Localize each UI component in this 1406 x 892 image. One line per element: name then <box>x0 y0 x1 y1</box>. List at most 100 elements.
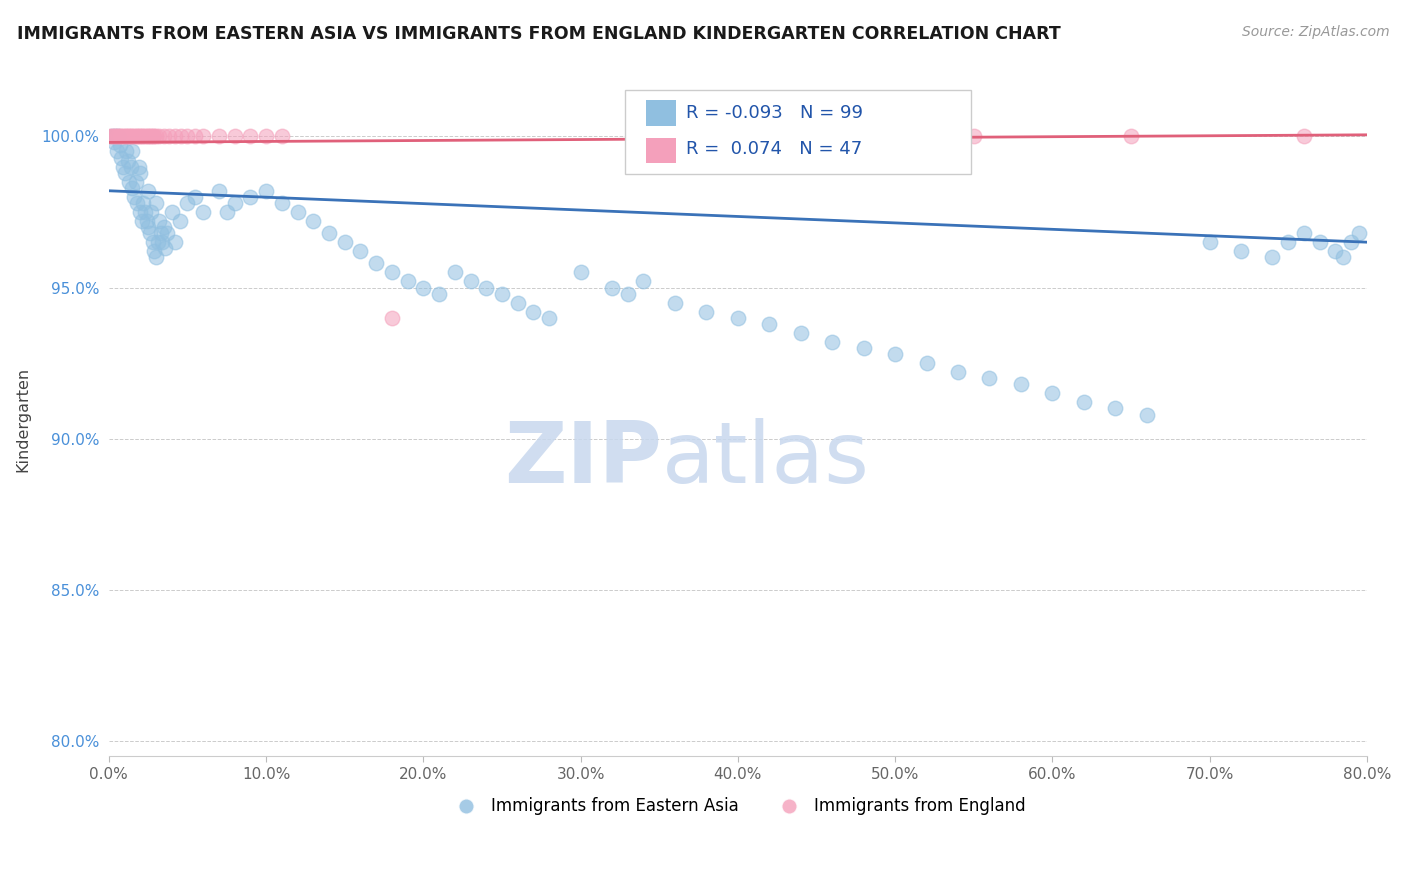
Text: ZIP: ZIP <box>505 418 662 501</box>
Point <box>790 326 813 340</box>
Point <box>633 275 655 289</box>
Point <box>121 145 143 159</box>
Point <box>143 129 166 144</box>
Point <box>821 334 844 349</box>
Point <box>121 129 143 144</box>
Point <box>120 129 142 144</box>
Point <box>163 235 186 249</box>
Point <box>124 129 146 144</box>
Point <box>111 129 134 144</box>
Point <box>1198 235 1220 249</box>
Point <box>153 129 176 144</box>
Point <box>155 241 177 255</box>
Bar <box>645 100 676 126</box>
Point <box>141 205 163 219</box>
Point <box>349 244 371 259</box>
Point <box>136 129 159 144</box>
Bar <box>645 137 676 163</box>
Point <box>224 129 246 144</box>
Point <box>664 295 686 310</box>
Point <box>1073 395 1095 409</box>
Point <box>103 136 125 150</box>
Point <box>208 184 231 198</box>
Point <box>163 129 186 144</box>
Point <box>110 151 132 165</box>
FancyBboxPatch shape <box>624 90 970 174</box>
Point <box>107 129 129 144</box>
Point <box>118 175 141 189</box>
Point <box>156 226 179 240</box>
Point <box>1261 250 1284 264</box>
Y-axis label: Kindergarten: Kindergarten <box>15 367 30 472</box>
Point <box>150 235 173 249</box>
Point <box>136 220 159 235</box>
Point <box>100 129 122 144</box>
Point <box>302 214 325 228</box>
Point <box>460 275 482 289</box>
Point <box>491 286 513 301</box>
Point <box>381 265 404 279</box>
Point <box>1040 386 1063 401</box>
Point <box>129 205 152 219</box>
Point <box>160 205 183 219</box>
Point <box>254 129 277 144</box>
Point <box>208 129 231 144</box>
Point <box>135 214 157 228</box>
Point <box>1119 129 1142 144</box>
Text: Source: ZipAtlas.com: Source: ZipAtlas.com <box>1241 25 1389 39</box>
Point <box>114 129 136 144</box>
Point <box>115 145 138 159</box>
Point <box>727 310 749 325</box>
Point <box>193 129 215 144</box>
Point <box>153 220 176 235</box>
Point <box>1324 244 1347 259</box>
Point <box>148 214 170 228</box>
Point <box>176 195 198 210</box>
Point <box>101 129 124 144</box>
Point <box>1309 235 1331 249</box>
Point <box>616 286 638 301</box>
Point <box>475 280 498 294</box>
Point <box>110 129 132 144</box>
Point <box>131 214 153 228</box>
Point <box>101 129 124 144</box>
Text: atlas: atlas <box>662 418 870 501</box>
Point <box>146 235 169 249</box>
Point <box>884 347 907 361</box>
Point <box>138 226 160 240</box>
Point <box>946 365 969 379</box>
Point <box>184 129 207 144</box>
Point <box>176 129 198 144</box>
Point <box>1277 235 1299 249</box>
Point <box>148 129 170 144</box>
Point <box>270 195 292 210</box>
Point <box>157 129 180 144</box>
Point <box>105 145 128 159</box>
Point <box>215 205 238 219</box>
Point <box>915 356 938 370</box>
Point <box>963 129 986 144</box>
Point <box>396 275 419 289</box>
Point <box>124 175 146 189</box>
Point <box>117 153 139 168</box>
Point <box>145 250 167 264</box>
Point <box>538 310 561 325</box>
Point <box>443 265 465 279</box>
Point <box>412 280 434 294</box>
Point <box>170 129 193 144</box>
Point <box>506 295 529 310</box>
Point <box>136 184 159 198</box>
Point <box>132 195 155 210</box>
Point <box>381 310 404 325</box>
Point <box>127 129 149 144</box>
Point <box>142 235 165 249</box>
Point <box>143 244 166 259</box>
Point <box>427 286 450 301</box>
Point <box>287 205 309 219</box>
Point <box>107 129 129 144</box>
Point <box>135 129 157 144</box>
Point <box>270 129 292 144</box>
Point <box>600 280 623 294</box>
Point <box>121 180 143 194</box>
Point <box>118 129 141 144</box>
